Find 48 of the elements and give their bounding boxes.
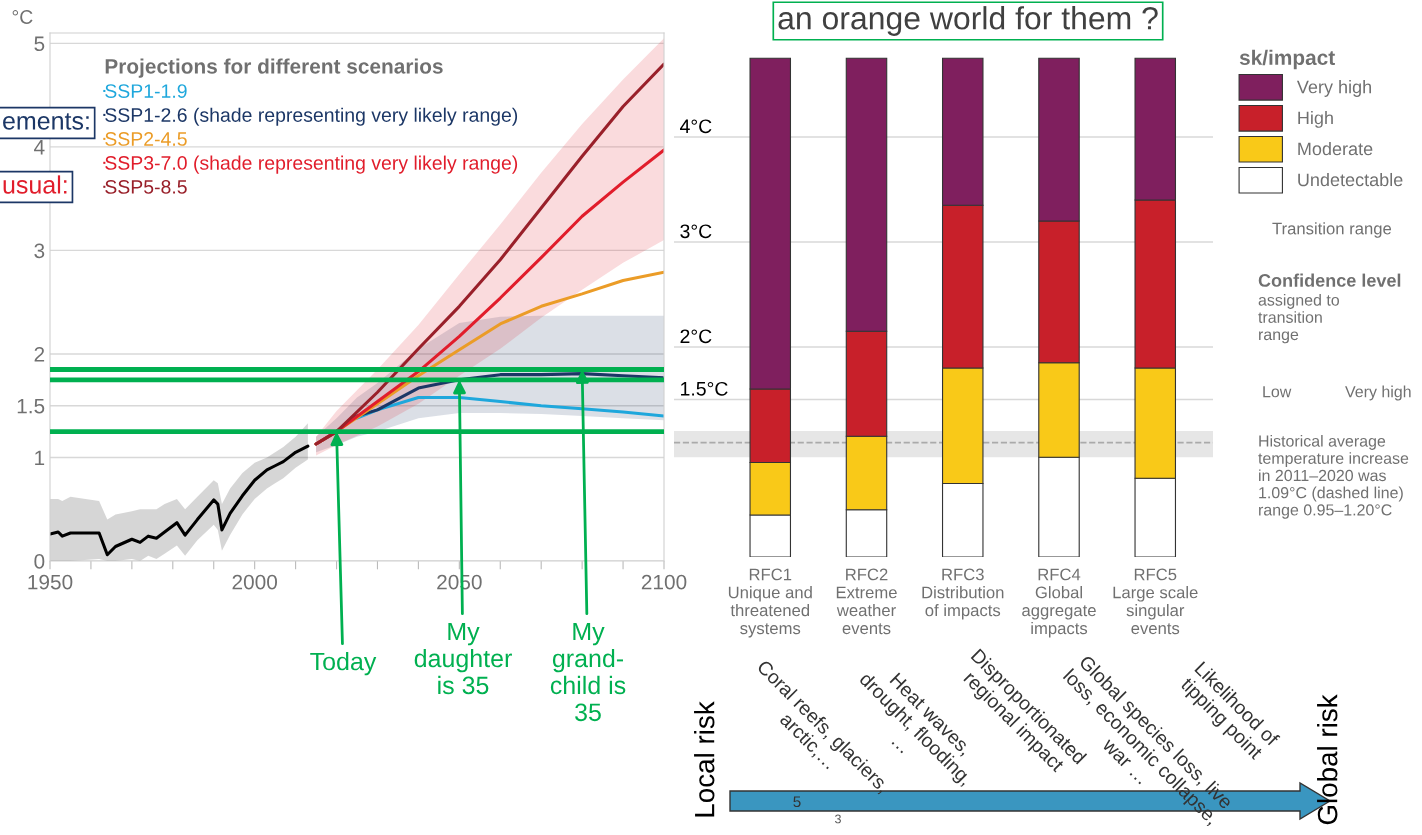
chart-title: an orange world for them ? <box>778 6 1158 36</box>
y-tick-label: 4 <box>34 140 45 155</box>
y-tick-label: 1.5 <box>17 398 45 414</box>
annotation: usual: <box>3 175 67 194</box>
x-tick-label: 2000 <box>232 574 278 590</box>
x-tick-label: RFC1 Unique and threatened systems <box>728 568 812 638</box>
y-tick-label: 0 <box>34 554 45 569</box>
y-tick-label: 4°C <box>680 119 712 134</box>
text: assigned to transition range <box>1258 294 1340 344</box>
annotation: My grand- child is 35 <box>550 622 626 722</box>
y-tick-label: 1.5°C <box>681 381 728 396</box>
text: 3 <box>835 814 841 824</box>
legend-label: SSP1-2.6 (shade representing very likely range) <box>105 107 518 126</box>
x-tick-label: RFC4 Global aggregate impacts <box>1022 568 1096 638</box>
y-axis-title: °C <box>12 10 33 24</box>
text: Very high <box>1345 385 1411 401</box>
legend-label: SSP2-4.5 <box>105 132 187 146</box>
y-tick-label: 3°C <box>680 224 712 239</box>
legend-label: SSP3-7.0 (shade representing very likely range) <box>105 155 518 174</box>
legend-label: SSP1-1.9 <box>105 84 187 98</box>
legend-title: Projections for different scenarios <box>105 58 443 78</box>
legend-label: Very high <box>1296 80 1371 97</box>
legend-label: High <box>1298 111 1333 128</box>
x-tick-label: 1950 <box>28 574 73 590</box>
y-tick-label: 2°C <box>680 329 712 344</box>
text: Global risk <box>1317 694 1338 825</box>
line-series <box>50 444 310 557</box>
x-tick-label: 2100 <box>641 574 687 590</box>
text: Historical average temperature increase in 2011–2020 was 1.09°C (dashed line) range 0.95–1.20°C <box>1258 435 1409 519</box>
text: Local risk <box>694 701 715 817</box>
text: Low <box>1263 386 1292 398</box>
legend-label: Undetectable <box>1298 172 1403 187</box>
annotation: ements: <box>3 113 89 130</box>
legend-label: Moderate <box>1298 142 1373 156</box>
y-tick-label: 3 <box>34 243 45 259</box>
x-tick-label: RFC5 Large scale singular events <box>1113 568 1198 635</box>
text: 5 <box>793 796 801 808</box>
legend-title: sk/impact <box>1239 49 1335 70</box>
text: Transition range <box>1272 222 1392 238</box>
y-tick-label: 1 <box>35 450 45 466</box>
text: Confidence level <box>1258 273 1401 287</box>
annotation: Today <box>310 652 377 676</box>
y-tick-label: 2 <box>34 346 45 362</box>
x-tick-label: RFC3 Distribution of impacts <box>922 568 1004 620</box>
annotation: My daughter is 35 <box>414 622 512 695</box>
y-tick-label: 5 <box>34 36 45 52</box>
x-tick-label: RFC2 Extreme weather events <box>836 568 897 635</box>
legend-label: SSP5-8.5 <box>105 180 187 194</box>
